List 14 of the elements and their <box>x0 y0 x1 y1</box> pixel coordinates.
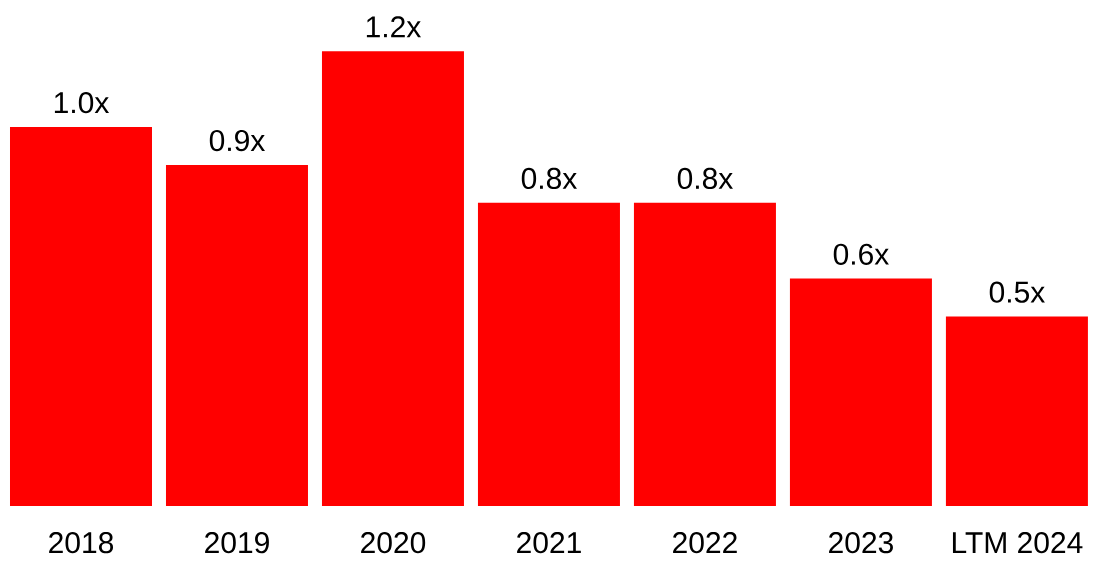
data-label: 0.5x <box>989 281 1045 303</box>
data-label: 0.8x <box>677 167 733 190</box>
data-label: 0.9x <box>209 129 265 152</box>
data-label: 0.8x <box>521 167 577 190</box>
x-tick-label: 2019 <box>205 532 269 554</box>
x-tick-label: 2018 <box>49 532 114 554</box>
x-tick-label: 2023 <box>829 532 893 554</box>
data-label: 1.0x <box>54 92 110 114</box>
data-label: 1.2x <box>366 16 421 38</box>
data-label: 0.6x <box>833 243 889 265</box>
x-tick-label: 2021 <box>517 532 581 554</box>
x-tick-label: LTM 2024 <box>952 532 1083 554</box>
x-tick-label: 2020 <box>361 532 426 554</box>
x-tick-label: 2022 <box>673 532 737 554</box>
